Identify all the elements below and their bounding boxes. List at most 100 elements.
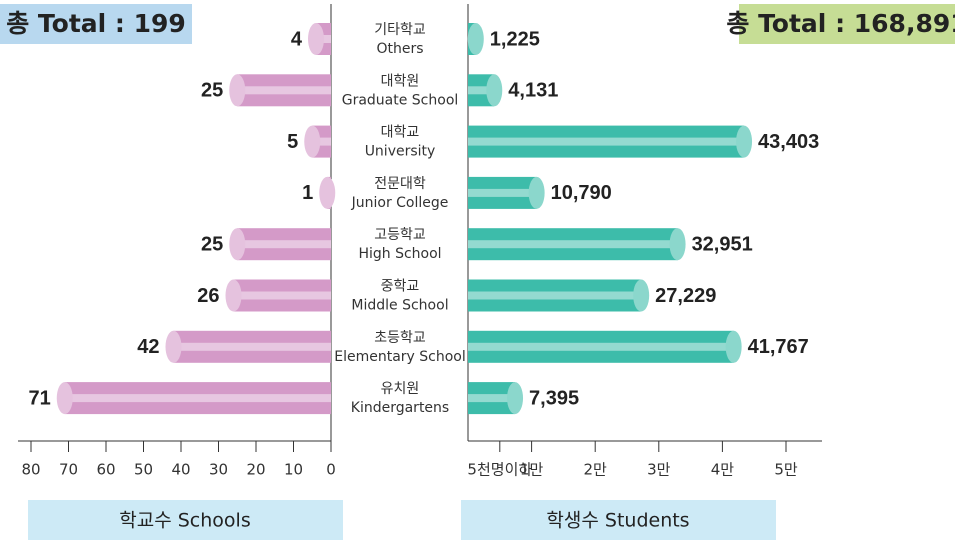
- bar-part: [468, 291, 642, 300]
- category-label: Kindergartens: [351, 400, 449, 416]
- data-label: 10,790: [551, 182, 612, 204]
- bar: [319, 176, 336, 209]
- chart-title: 총 Total : 199: [6, 9, 186, 38]
- data-label: 43,403: [758, 131, 819, 153]
- bar-part: [319, 176, 336, 209]
- x-tick-label: 30: [209, 461, 228, 479]
- data-label: 4,131: [508, 80, 558, 102]
- x-tick-label: 1만: [520, 461, 544, 479]
- bar-part: [64, 394, 331, 403]
- bar-part: [468, 86, 495, 95]
- category-label: Elementary School: [334, 349, 466, 365]
- category-label: 중학교: [381, 279, 420, 295]
- category-label: 대학원: [381, 73, 420, 89]
- bar-part: [528, 176, 545, 209]
- data-label: 4: [291, 28, 303, 50]
- x-tick-label: 3만: [647, 461, 671, 479]
- data-label: 32,951: [692, 233, 753, 255]
- category-label: 기타학교: [374, 22, 426, 38]
- data-label: 1,225: [490, 28, 540, 50]
- x-axis-label: 학생수 Students: [546, 510, 689, 532]
- x-tick-label: 0: [326, 461, 336, 479]
- bar: [468, 74, 503, 107]
- data-label: 25: [201, 233, 223, 255]
- axis-label-box: [461, 500, 776, 540]
- bar: [468, 382, 524, 415]
- x-tick-label: 70: [59, 461, 78, 479]
- bar-part: [468, 240, 678, 249]
- category-label: 유치원: [381, 381, 420, 397]
- bar-part: [237, 240, 331, 249]
- bar: [308, 23, 331, 55]
- bar-part: [312, 137, 331, 146]
- x-tick-label: 40: [171, 461, 190, 479]
- bar: [468, 279, 650, 312]
- bar: [468, 330, 742, 363]
- data-label: 5: [287, 131, 298, 153]
- category-label: 초등학교: [374, 330, 426, 346]
- category-label: Others: [376, 41, 423, 57]
- category-label: 대학교: [381, 125, 420, 141]
- x-tick-label: 20: [246, 461, 265, 479]
- bar-part: [468, 342, 734, 351]
- data-label: 27,229: [655, 285, 716, 307]
- data-label: 42: [137, 336, 159, 358]
- data-label: 7,395: [529, 387, 579, 409]
- category-label: 고등학교: [374, 227, 426, 243]
- bar-part: [56, 382, 73, 415]
- category-label: University: [365, 144, 436, 160]
- bar-part: [225, 279, 242, 312]
- bar-part: [237, 86, 331, 95]
- title-box: [739, 4, 955, 44]
- x-tick-label: 50: [134, 461, 153, 479]
- bar-part: [725, 330, 742, 363]
- bar-part: [165, 330, 182, 363]
- x-tick-label: 60: [96, 461, 115, 479]
- bar-part: [468, 188, 537, 197]
- x-tick-label: 10: [284, 461, 303, 479]
- bar-part: [304, 125, 321, 158]
- bar: [229, 228, 331, 261]
- category-label: High School: [358, 246, 441, 262]
- bar: [468, 228, 686, 261]
- bar: [467, 23, 484, 55]
- bar: [468, 176, 545, 209]
- bar: [225, 279, 331, 312]
- bar-part: [467, 23, 484, 55]
- bar-part: [486, 74, 503, 107]
- bar-part: [233, 291, 331, 300]
- bar: [304, 125, 331, 158]
- category-label: 전문대학: [374, 176, 426, 192]
- bar-part: [507, 382, 524, 415]
- bar: [165, 330, 331, 363]
- x-tick-label: 5천명이하: [467, 461, 532, 479]
- data-label: 41,767: [748, 336, 809, 358]
- bar-part: [633, 279, 650, 312]
- bar: [56, 382, 331, 415]
- bar-part: [308, 23, 324, 55]
- x-tick-label: 2만: [584, 461, 608, 479]
- title-box: [0, 4, 192, 44]
- x-axis-label: 학교수 Schools: [119, 510, 250, 532]
- category-label: Graduate School: [342, 92, 459, 108]
- data-label: 1: [302, 182, 313, 204]
- bar-part: [468, 137, 745, 146]
- category-label: Middle School: [351, 298, 448, 314]
- bar-part: [669, 228, 686, 261]
- x-tick-label: 4만: [711, 461, 735, 479]
- bar-part: [468, 394, 516, 403]
- bar-part: [229, 74, 246, 107]
- bar-part: [173, 342, 331, 351]
- bar: [229, 74, 331, 107]
- data-label: 71: [29, 387, 51, 409]
- bar-part: [736, 125, 753, 158]
- bar-part: [229, 228, 246, 261]
- category-label: Junior College: [351, 195, 449, 211]
- bar: [468, 125, 753, 158]
- chart-title: 총 Total : 168,891: [726, 9, 955, 38]
- data-label: 26: [197, 285, 219, 307]
- axis-label-box: [28, 500, 343, 540]
- data-label: 25: [201, 80, 223, 102]
- x-tick-label: 80: [21, 461, 40, 479]
